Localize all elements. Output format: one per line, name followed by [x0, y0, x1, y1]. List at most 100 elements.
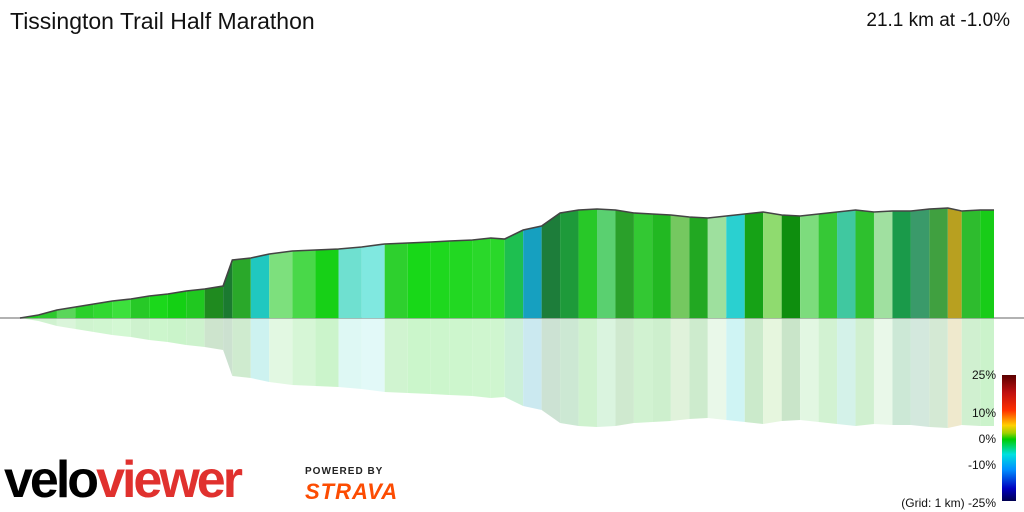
legend-label-0: 0%: [978, 432, 996, 446]
profile-segment: [707, 216, 727, 318]
profile-segment: [615, 210, 634, 318]
reflection-segment: [223, 318, 233, 376]
reflection-segment: [560, 318, 579, 426]
profile-segment: [167, 291, 187, 318]
reflection-segment: [167, 318, 187, 345]
profile-segment: [384, 243, 408, 318]
reflection-segment: [961, 318, 981, 426]
reflection-segment: [855, 318, 874, 426]
profile-segment: [633, 213, 653, 318]
profile-segment: [980, 210, 994, 318]
profile-segment: [186, 289, 205, 318]
profile-segment: [781, 215, 801, 318]
profile-segment: [112, 299, 131, 318]
legend-label-25: 25%: [971, 368, 996, 382]
reflection-segment: [20, 318, 39, 321]
reflection-segment: [449, 318, 473, 396]
reflection-segment: [652, 318, 671, 422]
reflection-segment: [93, 318, 113, 335]
profile-segment: [947, 208, 962, 318]
reflection-segment: [56, 318, 76, 329]
reflection-segment: [707, 318, 727, 420]
reflection-segment: [689, 318, 708, 419]
profile-segment: [855, 210, 874, 318]
reflection-segment: [75, 318, 94, 332]
reflection-segment: [726, 318, 745, 422]
reflection-segment: [361, 318, 385, 392]
profile-segment: [744, 212, 764, 318]
profile-segment: [75, 304, 94, 318]
profile-segment: [560, 210, 579, 318]
reflection-segment: [338, 318, 362, 389]
reflection-segment: [430, 318, 450, 395]
profile-segment: [204, 286, 224, 318]
reflection-segment: [980, 318, 994, 426]
reflection-segment: [929, 318, 948, 428]
profile-segment: [541, 213, 561, 318]
legend-label-10: 10%: [971, 406, 996, 420]
profile-segment: [910, 209, 930, 318]
profile-segment: [223, 260, 233, 318]
reflection-segment: [670, 318, 690, 421]
profile-segment: [578, 209, 598, 318]
gradient-legend-bar: [1002, 375, 1016, 501]
profile-segment: [232, 258, 251, 318]
profile-segment: [407, 242, 431, 318]
profile-segment: [472, 238, 491, 318]
reflection-segment: [490, 318, 505, 398]
profile-segment: [93, 301, 113, 318]
reflection-segment: [873, 318, 893, 425]
profile-segment: [338, 247, 362, 318]
reflection-segment: [763, 318, 782, 424]
profile-segment: [597, 209, 616, 318]
grid-note: (Grid: 1 km): [901, 496, 965, 510]
powered-by-label: POWERED BY: [305, 466, 384, 477]
reflection-segment: [800, 318, 819, 422]
reflection-segment: [615, 318, 634, 426]
reflection-segment: [744, 318, 764, 424]
profile-segment: [726, 214, 745, 318]
profile-segment: [449, 240, 473, 318]
profile-segment: [652, 214, 671, 318]
profile-segment: [504, 230, 524, 318]
reflection-segment: [384, 318, 408, 393]
legend-label-minus25: (Grid: 1 km) -25%: [901, 496, 996, 510]
profile-segment: [837, 210, 856, 318]
reflection-segment: [315, 318, 339, 387]
reflection-segment: [523, 318, 542, 410]
profile-reflection: [20, 318, 994, 428]
profile-segment: [315, 249, 339, 318]
reflection-segment: [597, 318, 616, 427]
route-summary: 21.1 km at -1.0%: [866, 10, 1010, 31]
profile-segment: [292, 250, 316, 318]
profile-segment: [269, 251, 293, 318]
profile-segment: [361, 244, 385, 318]
profile-segment: [689, 217, 708, 318]
reflection-segment: [781, 318, 801, 421]
reflection-segment: [892, 318, 911, 425]
profile-segment: [961, 210, 981, 318]
reflection-segment: [633, 318, 653, 423]
legend-label-minus10: -10%: [967, 458, 996, 472]
profile-segment: [149, 294, 168, 318]
reflection-segment: [407, 318, 431, 394]
chart-title: Tissington Trail Half Marathon: [10, 8, 315, 34]
reflection-segment: [130, 318, 150, 340]
reflection-segment: [112, 318, 131, 337]
reflection-segment: [149, 318, 168, 342]
reflection-segment: [38, 318, 57, 326]
strava-logo: STRAVA: [305, 479, 399, 504]
reflection-segment: [541, 318, 561, 423]
reflection-segment: [204, 318, 224, 350]
strava-badge: POWERED BY STRAVA: [305, 466, 398, 505]
reflection-segment: [269, 318, 293, 385]
reflection-segment: [910, 318, 930, 427]
reflection-segment: [292, 318, 316, 386]
veloviewer-logo: veloviewer: [4, 451, 243, 509]
reflection-segment: [947, 318, 962, 428]
profile-segment: [818, 212, 838, 318]
profile-segment: [763, 212, 782, 318]
reflection-segment: [232, 318, 251, 378]
profile-segment: [250, 254, 270, 318]
